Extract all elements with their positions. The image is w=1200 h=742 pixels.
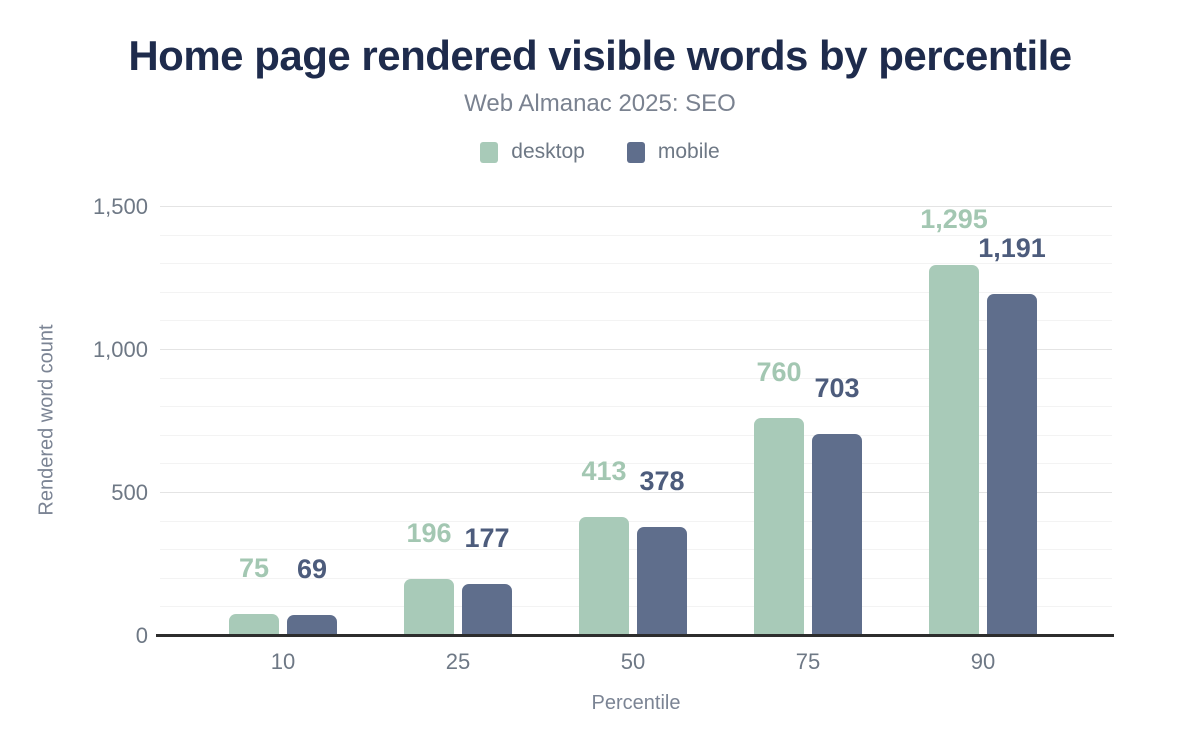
x-tick-label-75: 75 — [795, 649, 821, 674]
bar-mobile-p25 — [462, 584, 512, 635]
bar-desktop-p25 — [404, 579, 454, 635]
value-label-mobile-p25: 177 — [464, 523, 510, 553]
bar-desktop-p10 — [229, 614, 279, 635]
y-axis-title: Rendered word count — [35, 324, 58, 516]
bar-desktop-p90 — [929, 265, 979, 635]
gridline-major — [160, 206, 1112, 207]
chart-subtitle: Web Almanac 2025: SEO — [464, 90, 736, 117]
bar-mobile-p90 — [987, 294, 1037, 635]
gridline-minor — [160, 463, 1112, 464]
value-label-desktop-p10: 75 — [238, 553, 270, 583]
value-label-mobile-p90: 1,191 — [978, 233, 1046, 263]
legend-label: mobile — [657, 140, 720, 163]
legend: desktop mobile — [0, 140, 1200, 164]
gridline-minor — [160, 292, 1112, 293]
y-tick-label: 1,500 — [92, 194, 148, 219]
gridline-minor — [160, 578, 1112, 579]
chart-title: Home page rendered visible words by perc… — [128, 32, 1072, 79]
gridline-minor — [160, 378, 1112, 379]
legend-label: desktop — [511, 140, 585, 163]
legend-swatch-mobile — [626, 141, 645, 163]
value-label-mobile-p50: 378 — [639, 466, 685, 496]
x-tick-label-25: 25 — [445, 649, 471, 674]
gridline-minor — [160, 263, 1112, 264]
gridline-minor — [160, 435, 1112, 436]
value-label-mobile-p10: 69 — [296, 554, 328, 584]
gridline-minor — [160, 521, 1112, 522]
value-label-desktop-p25: 196 — [406, 518, 452, 548]
bar-desktop-p50 — [579, 517, 629, 635]
bar-mobile-p75 — [812, 434, 862, 635]
bar-desktop-p75 — [754, 418, 804, 635]
legend-swatch-desktop — [480, 141, 499, 163]
gridline-minor — [160, 235, 1112, 236]
gridline-minor — [160, 549, 1112, 550]
gridline-major — [160, 492, 1112, 493]
y-tick-label: 0 — [135, 623, 148, 648]
bar-mobile-p50 — [637, 527, 687, 635]
value-label-desktop-p90: 1,295 — [920, 204, 988, 234]
x-axis-title: Percentile — [591, 692, 681, 714]
x-axis-line — [156, 634, 1114, 637]
x-tick-label-50: 50 — [620, 649, 646, 674]
gridline-minor — [160, 406, 1112, 407]
gridline-minor — [160, 606, 1112, 607]
y-tick-label: 1,000 — [92, 337, 148, 362]
value-label-mobile-p75: 703 — [814, 373, 860, 403]
gridline-minor — [160, 320, 1112, 321]
value-label-desktop-p75: 760 — [756, 357, 802, 387]
bar-mobile-p10 — [287, 615, 337, 635]
gridline-major — [160, 349, 1112, 350]
legend-item-mobile: mobile — [626, 140, 720, 164]
legend-item-desktop: desktop — [480, 140, 585, 164]
x-tick-label-90: 90 — [970, 649, 996, 674]
value-label-desktop-p50: 413 — [581, 456, 627, 486]
x-tick-label-10: 10 — [270, 649, 296, 674]
y-tick-label: 500 — [111, 480, 148, 505]
